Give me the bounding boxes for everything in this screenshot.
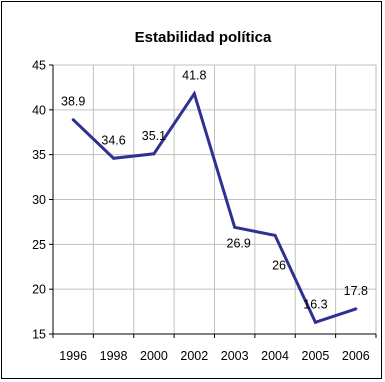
y-tick-label: 45 [32,59,46,73]
axes [49,64,377,338]
data-point [233,225,237,229]
data-point [192,92,196,96]
x-tick-label: 2003 [221,349,249,363]
data-label: 41.8 [182,69,206,83]
x-tick-label: 2005 [302,349,330,363]
y-tick-label: 15 [32,328,46,342]
data-point [313,320,317,324]
chart-frame [1,1,382,379]
x-tick-label: 2002 [180,349,208,363]
series-group [71,90,358,325]
data-label: 38.9 [61,95,85,109]
data-point [152,152,156,156]
data-point [354,307,358,311]
data-point [273,233,277,237]
y-tick-label: 35 [32,148,46,162]
chart-title: Estabilidad política [135,29,272,46]
y-tick-label: 25 [32,238,46,252]
y-tick-label: 30 [32,193,46,207]
x-tick-labels: 1996 1998 2000 2002 2003 2004 2005 2006 [59,349,369,363]
y-tick-labels: 15 20 25 30 35 40 45 [32,59,46,342]
x-tick-label: 2000 [140,349,168,363]
x-tick-label: 1996 [59,349,87,363]
data-label: 26.9 [227,236,251,250]
y-tick-label: 20 [32,283,46,297]
x-tick-label: 2004 [261,349,289,363]
data-point [112,156,116,160]
data-label: 35.1 [142,129,166,143]
series-line [72,90,357,325]
x-tick-label: 1998 [100,349,128,363]
data-label: 26 [272,258,286,272]
x-tick-label: 2006 [342,349,370,363]
data-label: 34.6 [101,133,125,147]
data-labels: 38.9 34.6 35.1 41.8 26.9 26 16.3 17.8 [61,69,368,312]
data-label: 16.3 [303,297,327,311]
grid-lines [53,64,377,334]
data-label: 17.8 [344,284,368,298]
data-point [71,118,75,122]
y-tick-label: 40 [32,103,46,117]
